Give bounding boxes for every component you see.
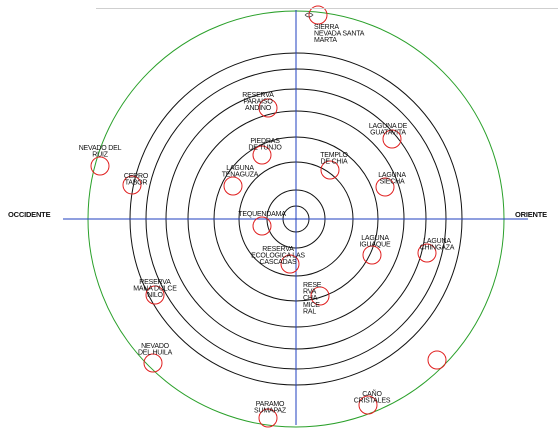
label-line: LAGUNA DE	[369, 123, 408, 130]
marker-paramo-sumapaz	[258, 408, 278, 428]
label-laguna-chingaza: LAGUNA CHINGAZA	[420, 238, 455, 252]
label-cerro-tabor: CERRO TABOR	[124, 173, 149, 187]
label-line: SUMAPAZ	[254, 408, 287, 415]
label-line: CAÑO	[362, 389, 382, 398]
west-label: OCCIDENTE	[8, 210, 51, 219]
label-line: IGUAQUE	[360, 242, 391, 249]
label-line: TEMPLO	[320, 152, 348, 159]
label-laguna-iguaque: LAGUNA IGUAQUE	[360, 235, 391, 249]
label-line: RUIZ	[92, 152, 108, 159]
label-reserva-chamiceral: RESE RVA CHA MICE RAL	[303, 282, 322, 315]
marker-nevado-ruiz	[90, 156, 110, 176]
label-laguna-siecha: LAGUNA SIECHA	[378, 172, 406, 186]
label-line: MICE	[303, 302, 320, 309]
label-line: MANA DULCE	[133, 286, 177, 293]
label-line: TABOR	[125, 180, 148, 187]
label-line: CHA	[303, 295, 318, 302]
marker-cano-cristales	[358, 395, 378, 415]
marker-laguna-tenaguza	[223, 176, 243, 196]
label-cano-cristales: CAÑO CRISTALES	[354, 389, 391, 405]
label-piedras-tunjo: PIEDRAS DE TUNJO	[248, 138, 282, 152]
label-line: GUATAVITA	[370, 130, 406, 137]
marker-piedras-tunjo	[252, 145, 272, 165]
label-line: DE CHIA	[321, 159, 349, 166]
label-paramo-sumapaz: PARAMO SUMAPAZ	[254, 401, 287, 415]
label-laguna-guatavita: LAGUNA DE GUATAVITA	[369, 123, 408, 137]
marker-sierra-nevada	[308, 5, 328, 25]
marker-cerro-tabor	[122, 175, 142, 195]
label-templo-chia: TEMPLO DE CHIA	[320, 152, 348, 166]
label-line: LAGUNA	[423, 238, 451, 245]
label-line: NEVADA SANTA	[314, 31, 365, 38]
marker-nevado-huila	[143, 353, 163, 373]
marker-reserva-cascadas	[280, 254, 300, 274]
label-line: RESE	[303, 282, 322, 289]
marker-laguna-chingaza	[417, 243, 437, 263]
label-line: TEQUENDAMA	[238, 211, 286, 218]
marker-laguna-siecha	[375, 177, 395, 197]
label-line: RESERVA	[242, 92, 274, 99]
label-line: PARAISO	[243, 99, 273, 106]
label-line: CHINGAZA	[420, 245, 455, 252]
label-reserva-paraiso: RESERVA PARAISO ANDINO	[242, 92, 274, 112]
marker-unlabeled-east	[427, 350, 447, 370]
label-line: PIEDRAS	[250, 138, 280, 145]
marker-tequendama	[252, 216, 272, 236]
top-rule	[96, 8, 558, 9]
marker-laguna-guatavita	[382, 129, 402, 149]
label-line: RESERVA	[262, 246, 294, 253]
label-line: NILO	[147, 292, 163, 299]
label-line: CRISTALES	[354, 398, 391, 405]
label-reserva-mana: RESERVA MANA DULCE NILO	[133, 279, 177, 299]
label-line: ECOLOGICA LAS	[251, 253, 305, 260]
label-line: PARAMO	[256, 401, 285, 408]
axes-group	[63, 10, 528, 425]
label-line: NEVADO DEL	[79, 145, 122, 152]
label-line: TENAGUZA	[222, 172, 259, 179]
label-nevado-huila: NEVADO DEL HUILA	[138, 343, 173, 357]
label-line: NEVADO	[141, 343, 170, 350]
label-line: MARTA	[314, 37, 337, 44]
label-laguna-tenaguza: LAGUNA TENAGUZA	[222, 165, 259, 179]
marker-laguna-iguaque	[362, 245, 382, 265]
label-reserva-cascadas: RESERVA ECOLOGICA LAS CASCADAS	[251, 246, 305, 266]
label-line: DE TUNJO	[248, 145, 282, 152]
markers-group	[90, 5, 447, 428]
marker-templo-chia	[320, 160, 340, 180]
label-line: RVA	[303, 289, 317, 296]
label-line: RESERVA	[139, 279, 171, 286]
east-label: ORIENTE	[515, 210, 547, 219]
label-line: CERRO	[124, 173, 149, 180]
label-line: SIECHA	[380, 179, 405, 186]
marker-reserva-chamiceral	[310, 286, 330, 306]
label-line: LAGUNA	[361, 235, 389, 242]
marker-reserva-mana	[145, 285, 165, 305]
label-tequendama: TEQUENDAMA	[238, 211, 286, 218]
label-line: ANDINO	[245, 105, 272, 112]
label-line: LAGUNA	[226, 165, 254, 172]
marker-reserva-paraiso	[258, 98, 278, 118]
label-line: LAGUNA	[378, 172, 406, 179]
swirl-icon	[304, 12, 314, 18]
label-line: CASCADAS	[260, 259, 297, 266]
label-line: SIERRA	[314, 24, 339, 31]
label-sierra-nevada: SIERRA NEVADA SANTA MARTA	[314, 24, 365, 44]
label-line: RAL	[303, 308, 316, 315]
label-line: DEL HUILA	[138, 350, 173, 357]
label-nevado-ruiz: NEVADO DEL RUIZ	[79, 145, 122, 159]
